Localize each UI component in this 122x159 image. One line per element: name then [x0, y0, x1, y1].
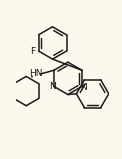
Text: F: F [30, 47, 36, 55]
Text: HN: HN [29, 69, 42, 78]
Text: N: N [80, 83, 87, 92]
Text: N: N [49, 82, 56, 91]
